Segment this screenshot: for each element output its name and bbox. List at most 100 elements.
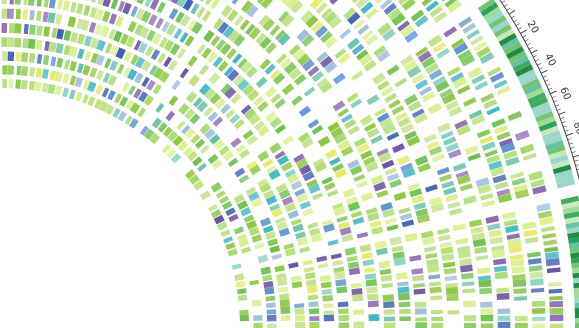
- heatmap-cell: [504, 224, 519, 234]
- heatmap-cell: [549, 295, 563, 301]
- heatmap-cell: [280, 315, 291, 321]
- heatmap-cell: [140, 10, 152, 23]
- heatmap-cell: [545, 257, 560, 267]
- heatmap-cell: [456, 124, 471, 136]
- heatmap-cell: [294, 308, 305, 315]
- heatmap-cell: [104, 42, 113, 54]
- axis-minor-tick: [568, 142, 573, 145]
- heatmap-cell: [277, 155, 290, 166]
- heatmap-cell: [266, 314, 277, 322]
- heatmap-cell: [519, 143, 535, 155]
- heatmap-cell: [344, 247, 357, 256]
- heatmap-cell: [401, 0, 416, 11]
- ideogram-band: [549, 154, 569, 165]
- heatmap-cell: [175, 11, 185, 24]
- heatmap-cell: [490, 166, 505, 177]
- heatmap-cell: [353, 137, 367, 148]
- heatmap-cell: [279, 57, 293, 70]
- heatmap-cell: [232, 74, 245, 87]
- heatmap-cell: [179, 14, 191, 27]
- ideogram-band: [551, 159, 570, 170]
- heatmap-cell: [374, 0, 384, 5]
- heatmap-cell: [460, 272, 474, 280]
- heatmap-cell: [248, 191, 260, 202]
- heatmap-cell: [274, 98, 286, 109]
- heatmap-cell: [467, 152, 481, 162]
- heatmap-cell: [36, 54, 43, 64]
- heatmap-cell: [242, 84, 255, 97]
- heatmap-cell: [406, 135, 421, 147]
- heatmap-cell: [303, 266, 315, 273]
- heatmap-cell: [544, 251, 560, 260]
- heatmap-cell: [310, 0, 323, 10]
- heatmap-cell: [404, 130, 418, 141]
- heatmap-cell: [149, 0, 160, 11]
- heatmap-cell: [256, 0, 264, 5]
- heatmap-cell: [29, 9, 35, 21]
- heatmap-cell: [190, 3, 200, 15]
- heatmap-cell: [363, 59, 377, 72]
- ideogram-band: [561, 200, 579, 210]
- heatmap-cell: [503, 150, 518, 160]
- heatmap-cell: [49, 70, 56, 81]
- heatmap-cell: [116, 63, 125, 75]
- heatmap-cell: [56, 57, 64, 68]
- heatmap-cell: [340, 113, 353, 124]
- heatmap-cell: [307, 118, 320, 129]
- heatmap-cell: [230, 137, 242, 148]
- heatmap-cell: [513, 184, 528, 193]
- ideogram-band: [543, 135, 563, 146]
- heatmap-cell: [210, 35, 221, 47]
- heatmap-cell: [486, 154, 501, 164]
- heatmap-cell: [414, 15, 429, 28]
- heatmap-cell: [23, 24, 29, 35]
- heatmap-cell: [403, 60, 418, 73]
- heatmap-cell: [425, 62, 440, 75]
- heatmap-cell: [1, 37, 8, 48]
- heatmap-cell: [44, 40, 50, 52]
- heatmap-cell: [257, 150, 270, 162]
- heatmap-cell: [274, 124, 287, 134]
- heatmap-cell: [347, 201, 361, 212]
- heatmap-cell: [445, 286, 459, 295]
- heatmap-cell: [380, 274, 393, 282]
- heatmap-cell: [374, 107, 387, 117]
- heatmap-cell: [435, 80, 450, 93]
- heatmap-cell: [510, 171, 524, 180]
- heatmap-cell: [210, 181, 223, 193]
- heatmap-cell: [307, 294, 319, 301]
- heatmap-cell: [422, 236, 435, 246]
- heatmap-cell: [182, 0, 194, 11]
- heatmap-cell: [207, 153, 219, 165]
- heatmap-cell: [229, 113, 241, 125]
- heatmap-cell: [278, 286, 289, 293]
- heatmap-cell: [398, 0, 408, 6]
- axis-minor-tick: [551, 96, 556, 99]
- axis-major-tick: [540, 69, 548, 74]
- heatmap-cell: [459, 258, 472, 266]
- heatmap-cell: [470, 226, 484, 234]
- heatmap-cell: [74, 76, 84, 88]
- heatmap-cell: [347, 125, 360, 136]
- heatmap-cell: [315, 25, 329, 39]
- ideogram-band: [523, 82, 543, 95]
- heatmap-cell: [129, 102, 141, 114]
- heatmap-cell: [366, 127, 380, 139]
- heatmap-cell: [224, 86, 237, 100]
- heatmap-cell: [512, 279, 527, 288]
- heatmap-cell: [371, 72, 386, 85]
- heatmap-cell: [452, 223, 466, 232]
- heatmap-cell: [356, 180, 369, 189]
- ideogram-band: [560, 195, 579, 205]
- heatmap-cell: [102, 10, 111, 23]
- heatmap-cell: [497, 193, 513, 204]
- heatmap-cell: [421, 91, 436, 103]
- ideogram-band: [510, 55, 529, 68]
- heatmap-cell: [471, 232, 485, 241]
- heatmap-cell: [494, 181, 509, 190]
- heatmap-cell: [1, 0, 7, 5]
- heatmap-cell: [384, 167, 397, 176]
- heatmap-cell: [222, 150, 235, 162]
- heatmap-cell: [416, 213, 430, 224]
- ideogram-band: [555, 174, 575, 184]
